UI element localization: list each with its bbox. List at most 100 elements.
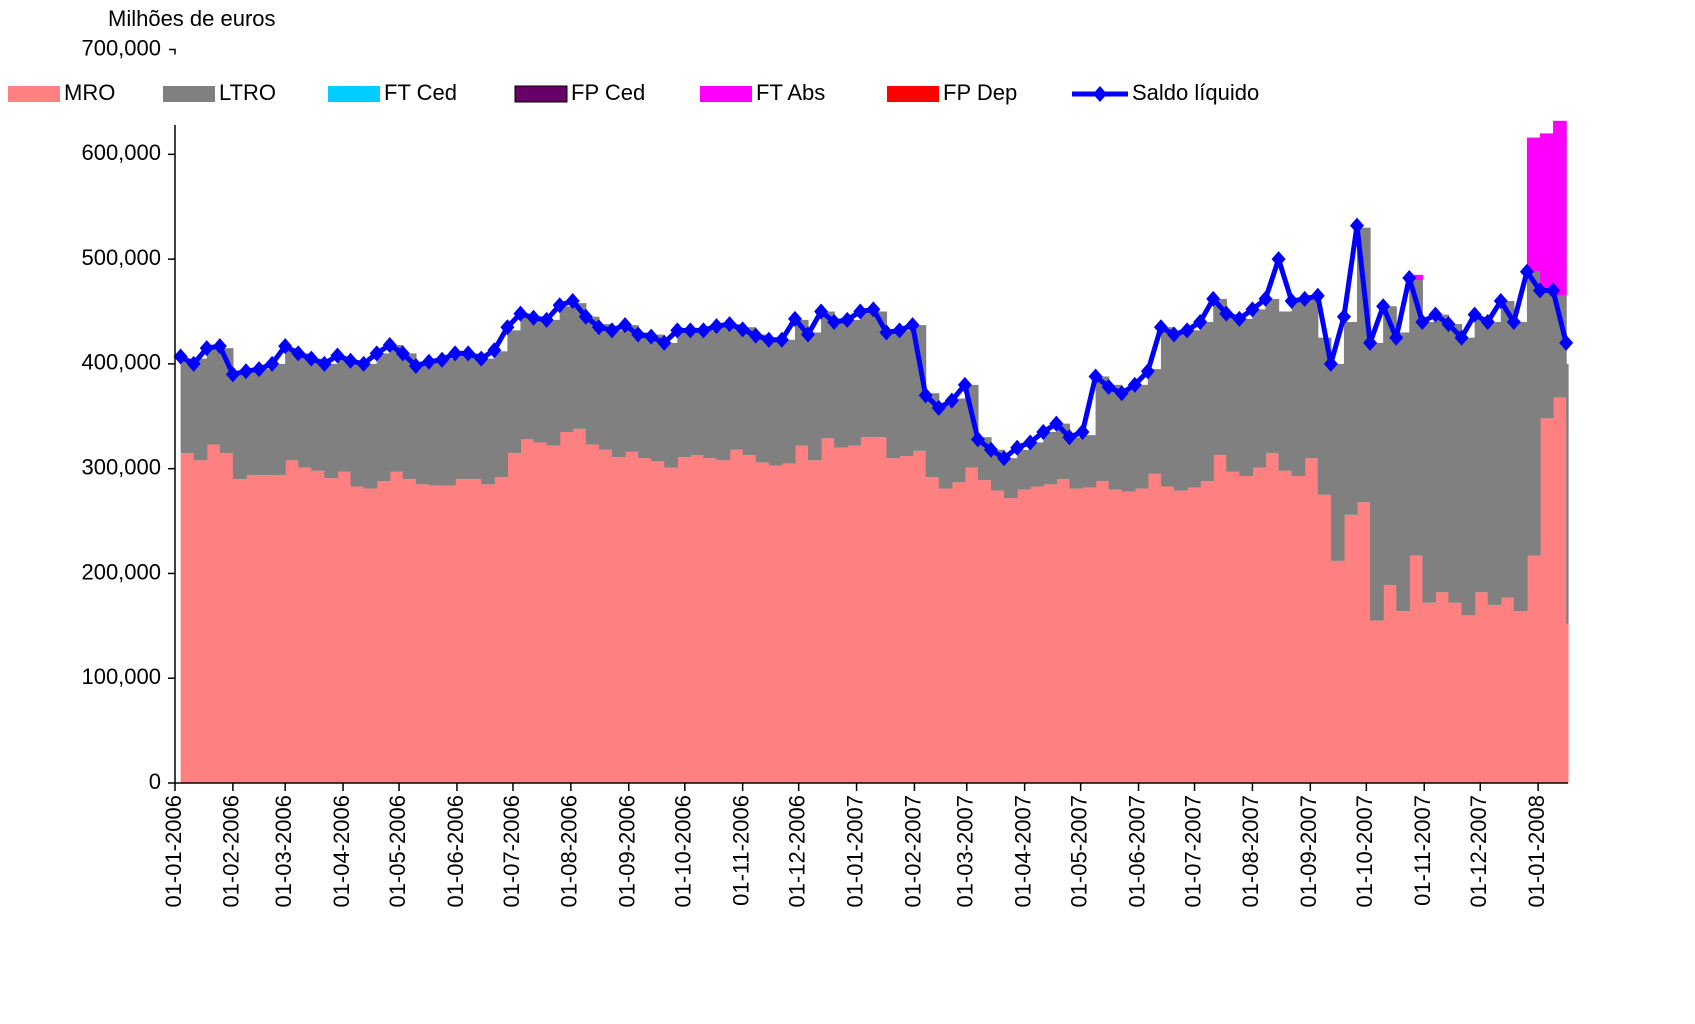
area-segment	[1474, 316, 1489, 593]
area-segment	[520, 314, 535, 440]
marker	[1232, 310, 1247, 327]
x-tick-label: 01-07-2006	[499, 795, 524, 908]
marker	[1454, 329, 1469, 346]
area-segment	[324, 363, 339, 479]
area-segment	[1108, 489, 1123, 783]
marker	[840, 311, 855, 328]
marker	[1506, 313, 1521, 330]
area-segment	[1226, 314, 1240, 472]
area-segment	[572, 303, 587, 429]
area-segment	[638, 332, 652, 459]
area-segment	[1370, 342, 1384, 621]
area-segment	[1030, 442, 1044, 487]
marker	[604, 322, 619, 339]
area-segment	[1330, 560, 1345, 783]
marker	[683, 322, 698, 339]
marker	[1062, 429, 1077, 446]
marker	[212, 338, 227, 355]
y-tick-label: 700,000	[81, 35, 161, 60]
marker	[552, 297, 567, 314]
marker	[866, 301, 881, 318]
area-segment	[1121, 491, 1136, 783]
area-segment	[1539, 133, 1554, 291]
marker	[1559, 334, 1574, 351]
area-segment	[1121, 390, 1136, 492]
x-tick-label: 01-10-2007	[1352, 795, 1377, 908]
marker	[905, 317, 920, 334]
marker	[748, 327, 763, 344]
area-segment	[193, 460, 208, 783]
marker	[1193, 313, 1208, 330]
area-segment	[363, 488, 378, 783]
x-tick-label: 01-02-2007	[900, 795, 925, 908]
marker	[1258, 290, 1273, 307]
marker	[565, 293, 580, 310]
marker	[435, 351, 450, 368]
marker	[1206, 290, 1221, 307]
x-tick-label: 01-04-2007	[1010, 795, 1035, 908]
area-segment	[938, 488, 953, 783]
area-segment	[808, 332, 822, 461]
x-tick-label: 01-01-2006	[161, 795, 186, 908]
marker	[1349, 217, 1364, 234]
marker	[1140, 363, 1155, 380]
area-segment	[402, 479, 417, 783]
area-segment	[350, 361, 365, 487]
marker	[1010, 439, 1025, 456]
area-segment	[886, 332, 901, 459]
marker	[1180, 322, 1195, 339]
marker	[696, 322, 711, 339]
area-segment	[1317, 494, 1332, 783]
x-tick-label: 01-05-2006	[385, 795, 410, 908]
marker	[774, 331, 789, 348]
marker	[1271, 251, 1286, 268]
area-segment	[1082, 435, 1097, 488]
legend-label: FP Dep	[943, 80, 1017, 105]
area-segment	[1317, 337, 1332, 495]
area-segment	[1252, 309, 1267, 468]
area-segment	[245, 369, 260, 475]
area-segment	[1553, 397, 1567, 783]
x-tick-label: 01-02-2006	[219, 795, 244, 908]
marker	[1297, 290, 1312, 307]
area-segment	[1043, 431, 1057, 485]
marker	[1219, 305, 1234, 322]
marker	[1023, 434, 1038, 451]
marker	[1036, 423, 1051, 440]
x-tick-label: 01-07-2007	[1180, 795, 1205, 908]
area-segment	[899, 456, 914, 783]
area-segment	[1539, 418, 1554, 783]
area-segment	[794, 319, 809, 446]
area-segment	[572, 428, 587, 783]
marker	[382, 337, 397, 354]
area-segment	[847, 319, 861, 446]
area-segment	[311, 358, 325, 471]
area-segment	[703, 458, 718, 783]
area-segment	[1526, 271, 1541, 556]
area-segment	[768, 340, 783, 466]
area-segment	[389, 471, 404, 783]
area-segment	[1108, 384, 1123, 490]
area-segment	[781, 463, 796, 783]
legend-swatch	[8, 86, 60, 102]
area-segment	[1526, 137, 1541, 272]
area-segment	[1513, 321, 1528, 612]
area-segment	[1539, 290, 1554, 419]
area-segment	[1030, 486, 1044, 783]
area-segment	[1134, 384, 1149, 489]
area-segment	[259, 369, 273, 475]
area-segment	[625, 325, 639, 452]
area-segment	[1343, 514, 1358, 783]
area-segment	[1383, 584, 1397, 783]
area-segment	[324, 478, 339, 783]
x-tick-label: 01-09-2007	[1296, 795, 1321, 908]
area-segment	[1200, 321, 1214, 482]
y-tick-label: 0	[149, 769, 161, 794]
marker	[1153, 319, 1168, 336]
area-segment	[259, 474, 273, 783]
area-segment	[781, 339, 796, 464]
area-segment	[1069, 488, 1084, 783]
area-segment	[716, 327, 731, 461]
legend-swatch	[328, 86, 380, 102]
marker	[539, 311, 554, 328]
